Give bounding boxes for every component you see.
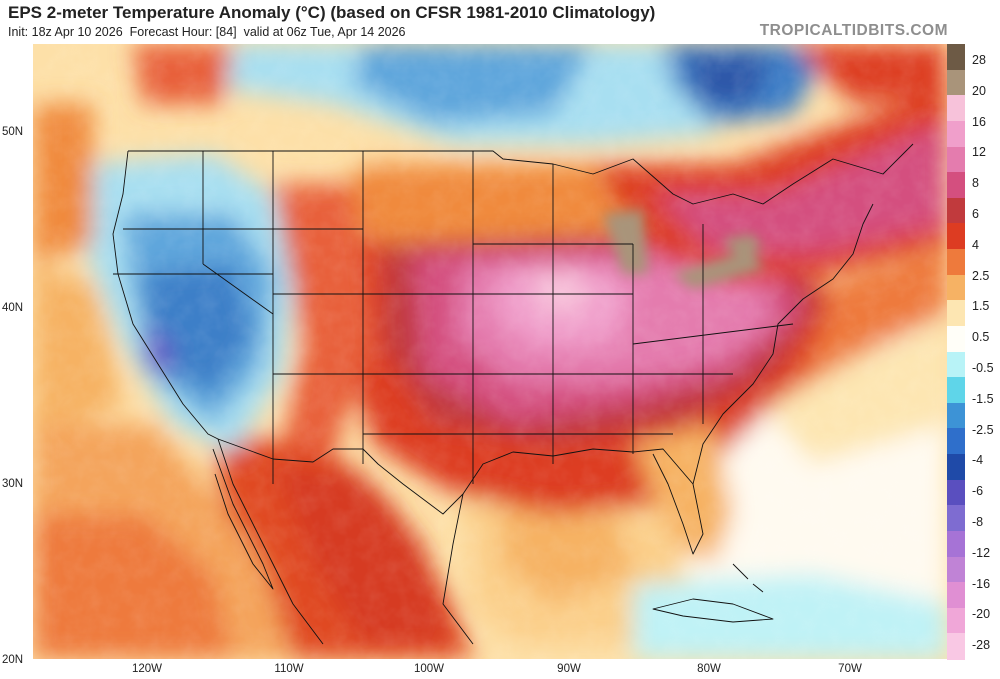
colorbar-cell: [947, 402, 965, 429]
colorbar-cell: [947, 454, 965, 481]
colorbar: [947, 44, 965, 660]
colorbar-tick-label: 6: [972, 207, 979, 221]
anomaly-map: [33, 44, 947, 659]
colorbar-cell: [947, 556, 965, 583]
lat-label-40n: 40N: [2, 302, 24, 314]
colorbar-tick-label: -8: [972, 515, 984, 529]
forecast-hour: Forecast Hour: [84]: [129, 25, 237, 39]
colorbar-cell: [947, 300, 965, 327]
great-lakes-highlight: [603, 209, 763, 289]
colorbar-cell: [947, 582, 965, 609]
colorbar-cell: [947, 351, 965, 378]
colorbar-cell: [947, 95, 965, 122]
lon-label-110w: 110W: [274, 663, 304, 675]
colorbar-cell: [947, 607, 965, 634]
colorbar-tick-label: 2.5: [972, 268, 990, 283]
colorbar-cell: [947, 223, 965, 250]
colorbar-tick-label: 8: [972, 176, 979, 191]
lat-label-50n: 50N: [2, 126, 24, 138]
colorbar-cell: [947, 377, 965, 404]
colorbar-tick-label: -0.5: [972, 361, 994, 375]
brand-watermark: TROPICALTIDBITS.COM: [759, 22, 948, 39]
colorbar-tick-label: -12: [972, 545, 991, 560]
colorbar-cell: [947, 428, 965, 455]
colorbar-cell: [947, 325, 965, 352]
colorbar-cell: [947, 146, 965, 173]
lon-label-120w: 120W: [131, 663, 163, 675]
colorbar-tick-label: 12: [972, 145, 986, 160]
colorbar-cell: [947, 479, 965, 506]
colorbar-cell: [947, 172, 965, 199]
colorbar-cell: [947, 274, 965, 301]
colorbar-cell: [947, 44, 965, 71]
colorbar-cell: [947, 505, 965, 532]
colorbar-cell: [947, 197, 965, 224]
init-time: Init: 18z Apr 10 2026: [8, 25, 123, 39]
colorbar-tick-label: -20: [972, 607, 991, 622]
colorbar-tick-label: 20: [972, 83, 986, 98]
lat-label-20n: 20N: [2, 654, 24, 666]
colorbar-tick-label: -6: [972, 484, 984, 499]
colorbar-tick-label: 4: [972, 237, 979, 252]
colorbar-tick-label: 0.5: [972, 330, 990, 345]
boundaries: [112, 143, 914, 645]
colorbar-cell: [947, 249, 965, 276]
colorbar-tick-label: 28: [972, 53, 986, 67]
lon-label-100w: 100W: [413, 663, 445, 675]
colorbar-tick-label: -2.5: [972, 422, 994, 437]
colorbar-tick-label: -16: [972, 576, 991, 591]
colorbar-cell: [947, 69, 965, 96]
map-title: EPS 2-meter Temperature Anomaly (°C) (ba…: [8, 3, 656, 22]
colorbar-tick-label: -1.5: [972, 391, 994, 406]
colorbar-tick-label: -28: [972, 638, 991, 653]
valid-time: valid at 06z Tue, Apr 14 2026: [243, 25, 406, 39]
colorbar-cell: [947, 530, 965, 557]
lat-label-30n: 30N: [2, 478, 24, 490]
colorbar-tick-label: 1.5: [972, 299, 990, 314]
colorbar-tick-label: -4: [972, 453, 984, 468]
lon-label-70w: 70W: [838, 663, 862, 675]
map-subtitle: Init: 18z Apr 10 2026 Forecast Hour: [84…: [8, 25, 406, 39]
colorbar-cell: [947, 633, 965, 660]
anomaly-texture: [33, 44, 947, 659]
colorbar-tick-label: 16: [972, 114, 986, 129]
lon-label-90w: 90W: [557, 663, 581, 675]
anomaly-map-svg: [33, 44, 947, 659]
colorbar-cell: [947, 120, 965, 147]
lon-label-80w: 80W: [697, 663, 721, 675]
